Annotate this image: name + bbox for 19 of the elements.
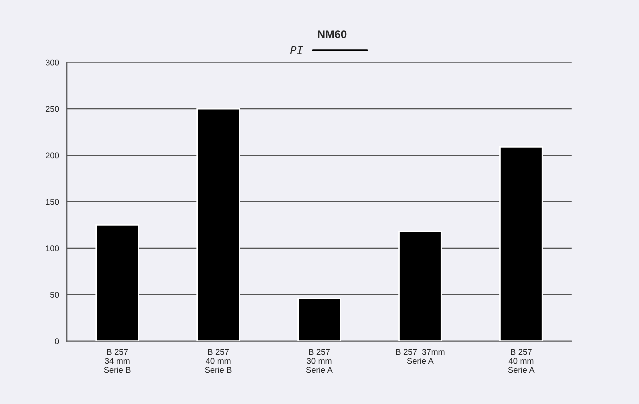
y-tick-label: 50: [50, 292, 60, 298]
y-tick-label: 0: [55, 338, 60, 344]
y-tick-label: 200: [46, 152, 60, 159]
x-tick-label: B 257 40 mm Serie B: [205, 349, 232, 374]
y-tick-label: 150: [46, 199, 60, 206]
bar: [96, 224, 140, 342]
chart-title: NM60: [318, 30, 347, 38]
bar: [298, 298, 342, 342]
y-tick-label: 300: [46, 60, 60, 66]
y-tick-label: 100: [46, 246, 60, 252]
x-tick-label: B 257 37mm Serie A: [396, 349, 445, 364]
y-tick-label: 250: [46, 106, 60, 112]
bar: [398, 231, 442, 342]
bar: [196, 108, 240, 342]
x-tick-label: B 257 30 mm Serie A: [306, 349, 333, 374]
chart-subtitle: PI: [290, 46, 304, 55]
x-tick-label: B 257 40 mm Serie A: [508, 349, 535, 374]
bar: [500, 146, 544, 342]
x-tick-label: B 257 34 mm Serie B: [104, 349, 131, 374]
